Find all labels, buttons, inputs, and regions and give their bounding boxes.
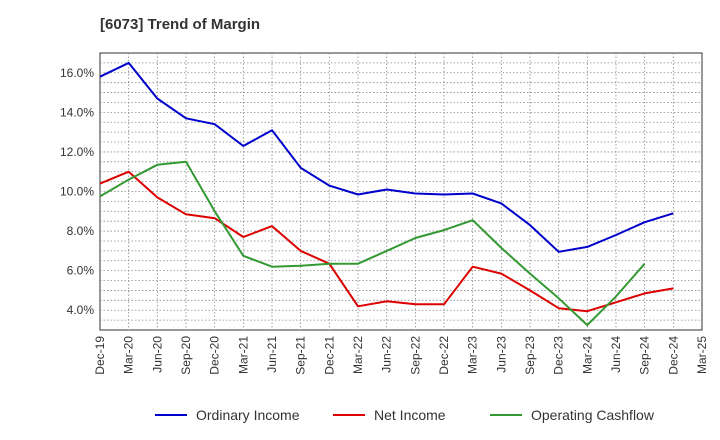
x-tick-label: Jun-21	[265, 336, 279, 373]
y-tick-label: 14.0%	[60, 105, 94, 119]
x-tick-label: Mar-22	[351, 336, 365, 374]
y-tick-label: 4.0%	[67, 303, 95, 317]
x-tick-label: Jun-20	[150, 336, 164, 373]
series-line-net-income	[99, 170, 674, 313]
x-tick-label: Dec-21	[322, 336, 336, 375]
x-tick-label: Dec-19	[93, 336, 107, 375]
legend-label-net-income: Net Income	[374, 407, 446, 423]
x-tick-label: Dec-22	[437, 336, 451, 375]
legend: Ordinary Income Net Income Operating Cashf…	[155, 407, 655, 423]
x-tick-label: Sep-21	[294, 336, 308, 375]
x-tick-label: Sep-23	[523, 336, 537, 375]
x-tick-label: Sep-24	[638, 336, 652, 375]
legend-label-ordinary-income: Ordinary Income	[196, 407, 300, 423]
y-tick-label: 6.0%	[67, 264, 95, 278]
grid-lines	[100, 53, 702, 330]
legend-label-operating-cashflow: Operating Cashflow	[531, 407, 655, 423]
x-axis-tick-labels: Dec-19 Mar-20 Jun-20 Sep-20 Dec-20 Mar-21 Jun-…	[93, 336, 709, 375]
x-tick-label: Mar-23	[466, 336, 480, 374]
x-tick-label: Jun-22	[380, 336, 394, 373]
y-tick-label: 16.0%	[60, 66, 94, 80]
x-tick-label: Jun-24	[609, 336, 623, 373]
x-tick-label: Jun-23	[494, 336, 508, 373]
x-tick-label: Mar-25	[695, 336, 709, 374]
y-tick-label: 12.0%	[60, 145, 94, 159]
chart-title: [6073] Trend of Margin	[100, 16, 260, 33]
series-line-operating-cashflow	[99, 160, 646, 327]
x-tick-label: Mar-20	[122, 336, 136, 374]
x-tick-label: Sep-22	[408, 336, 422, 375]
y-tick-label: 8.0%	[67, 224, 95, 238]
y-axis-tick-labels: 4.0% 6.0% 8.0% 10.0% 12.0% 14.0% 16.0%	[60, 66, 94, 317]
y-tick-label: 10.0%	[60, 185, 94, 199]
x-tick-label: Dec-20	[208, 336, 222, 375]
series-line-ordinary-income	[99, 61, 674, 253]
plot-area	[99, 52, 703, 331]
x-tick-label: Sep-20	[179, 336, 193, 375]
x-tick-label: Dec-23	[552, 336, 566, 375]
series-lines	[99, 61, 674, 327]
x-tick-label: Mar-24	[580, 336, 594, 374]
x-tick-label: Dec-24	[666, 336, 680, 375]
x-tick-label: Mar-21	[236, 336, 250, 374]
